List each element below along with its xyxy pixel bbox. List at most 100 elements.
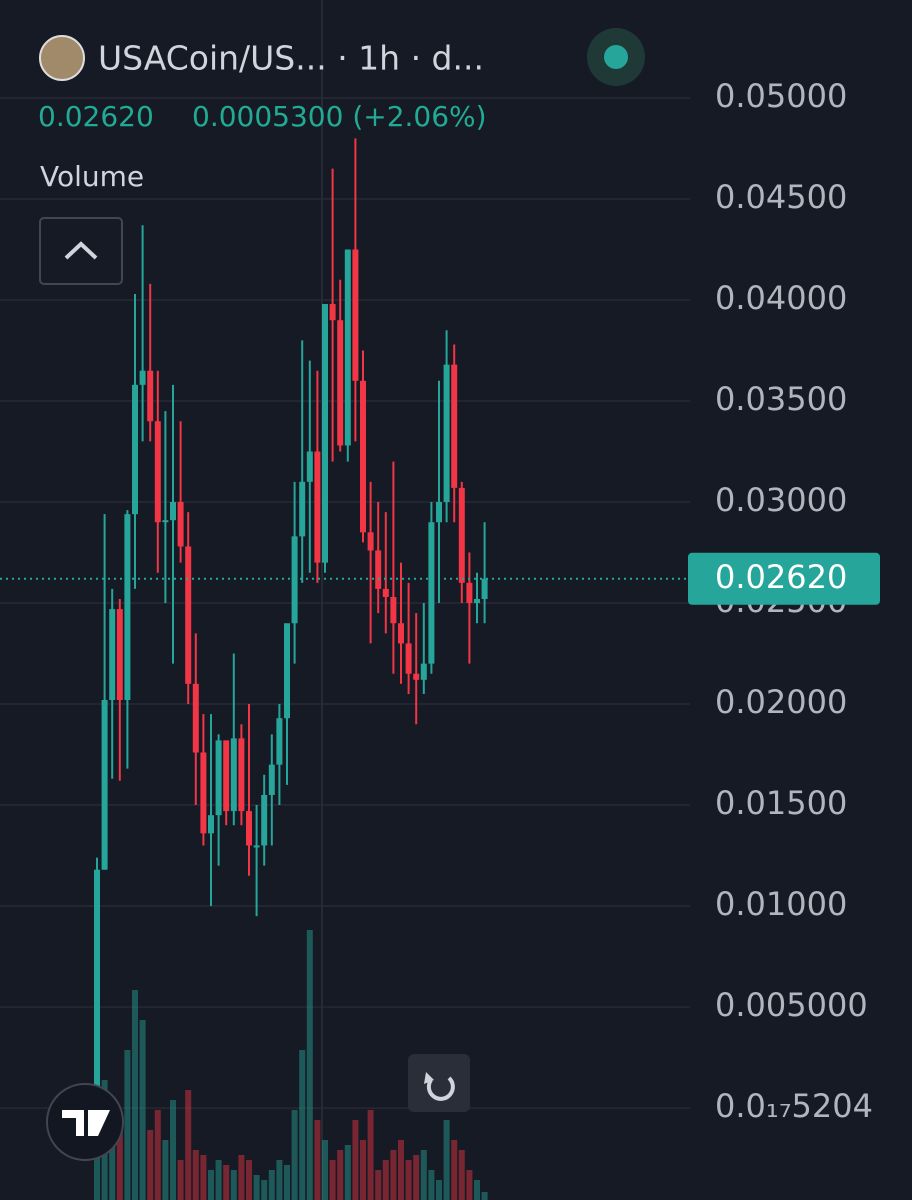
candle-body (360, 380, 366, 533)
candle-body (451, 364, 458, 488)
candle-body (443, 364, 450, 503)
volume-bar (443, 1120, 450, 1200)
y-tick-label: 0.02000 (715, 683, 847, 721)
candle-body (116, 609, 123, 700)
candle-body (420, 663, 427, 680)
volume-bar (466, 1170, 473, 1200)
volume-bar (329, 1160, 336, 1200)
candle-body (109, 609, 116, 700)
volume-bar (200, 1155, 207, 1200)
volume-bar (246, 1160, 252, 1200)
volume-bar (344, 1145, 351, 1200)
candle-body (147, 370, 154, 422)
candle-body (436, 502, 442, 523)
candle-body (200, 752, 207, 834)
reset-button[interactable] (408, 1054, 470, 1112)
last-price-box (688, 552, 880, 605)
candle-body (261, 794, 268, 846)
y-tick-label: 0.04500 (715, 178, 847, 216)
volume-bar (382, 1160, 389, 1200)
volume-bar (428, 1170, 435, 1200)
volume-bar (291, 1110, 298, 1200)
candle-body (322, 304, 328, 563)
volume-bar (276, 1160, 283, 1200)
volume-bar (162, 1140, 169, 1200)
coin-icon (39, 35, 85, 81)
volume-bar (154, 1110, 161, 1200)
volume-bar (177, 1160, 184, 1200)
volume-bar (360, 1140, 366, 1200)
volume-bar (436, 1180, 442, 1200)
volume-bar (223, 1165, 230, 1200)
candle-body (284, 623, 290, 719)
y-tick-label: 0.01500 (715, 784, 847, 822)
candle-body (170, 502, 176, 521)
indicator-label: Volume (40, 160, 144, 193)
volume-bar (208, 1170, 214, 1200)
candle-body (268, 764, 275, 795)
volume-bar (230, 1170, 237, 1200)
volume-bar (413, 1155, 420, 1200)
candle-body (185, 546, 192, 684)
reset-icon (426, 1076, 455, 1101)
candle-body (382, 588, 389, 597)
volume-bar (314, 1120, 321, 1200)
candle-body (314, 451, 321, 563)
candle-body (101, 700, 108, 870)
candle-body (132, 384, 138, 515)
candle-body (458, 487, 465, 583)
collapse-button[interactable] (39, 217, 123, 285)
volume-bar (375, 1170, 382, 1200)
volume-bar (284, 1165, 290, 1200)
candle-body (192, 683, 199, 753)
price-axis: 0.050000.045000.040000.035000.030000.025… (0, 77, 880, 1125)
logo-icon (62, 1110, 110, 1136)
candle-body (413, 673, 420, 680)
candle-body (329, 304, 336, 321)
volume-bar (185, 1090, 192, 1200)
candle-body (253, 845, 260, 848)
y-tick-label: 0.05000 (715, 77, 847, 115)
volume-bar (215, 1160, 222, 1200)
volume-bar (299, 1050, 306, 1200)
candle-body (223, 740, 230, 812)
volume-bar (306, 930, 313, 1200)
logo-button[interactable] (46, 1083, 124, 1161)
candle-body (344, 249, 351, 446)
candle-body (238, 738, 245, 812)
candle-body (306, 451, 313, 482)
status-dot (604, 45, 628, 69)
candle-body (215, 740, 222, 816)
symbol-title[interactable]: USACoin/US... · 1h · d... (98, 39, 484, 78)
candle-body (352, 249, 359, 381)
candle-body (398, 623, 404, 644)
candle-body (299, 481, 306, 537)
volume-bar (474, 1180, 480, 1200)
candle-body (124, 514, 131, 700)
volume-bar (352, 1120, 359, 1200)
y-tick-label: 0.01000 (715, 885, 847, 923)
volume-bar (481, 1192, 488, 1200)
volume-bar (458, 1150, 465, 1200)
candle-body (405, 643, 412, 674)
chevron-icon (64, 241, 98, 260)
volume-bar (322, 1140, 328, 1200)
candle-body (154, 421, 161, 523)
y-tick-label: 0.0₁₇5204 (715, 1087, 873, 1125)
volume-bar (398, 1140, 404, 1200)
volume-bar (139, 1020, 146, 1200)
candle-body (177, 502, 184, 547)
volume-bar (367, 1110, 374, 1200)
volume-bar (170, 1100, 176, 1200)
volume-bar (238, 1155, 245, 1200)
volume-bar (451, 1140, 458, 1200)
candle-body (390, 596, 397, 624)
candle-body (246, 811, 252, 846)
header-price: 0.02620 (38, 100, 154, 133)
volume-bar (405, 1160, 412, 1200)
volume-bar (109, 1140, 116, 1200)
candle-body (466, 582, 473, 604)
volume-bar (147, 1130, 154, 1200)
candle-body (139, 370, 146, 385)
